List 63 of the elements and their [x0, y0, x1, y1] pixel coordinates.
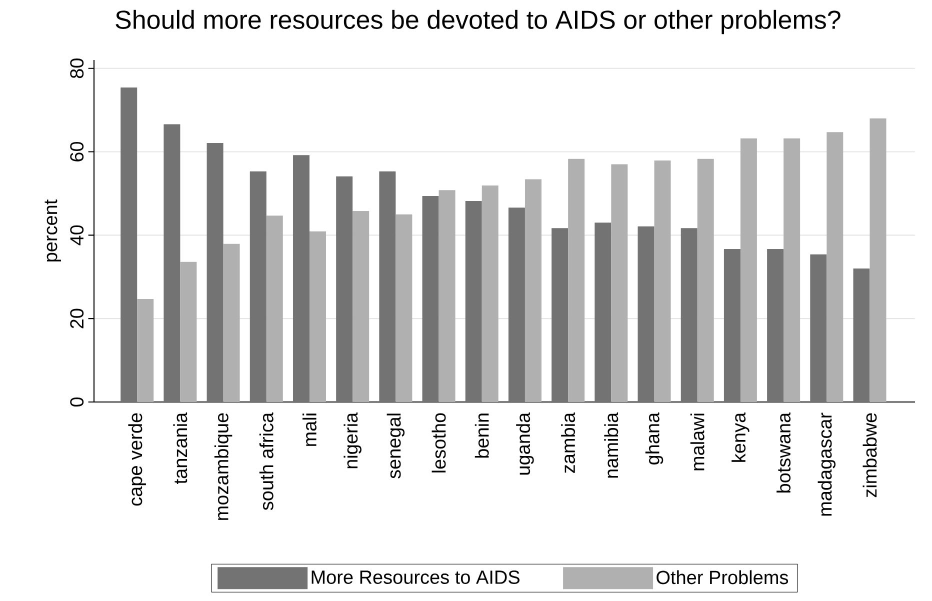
x-tick-label: zimbabwe — [862, 413, 877, 498]
bar — [465, 200, 482, 402]
legend-label: More Resources to AIDS — [312, 570, 520, 584]
x-tick-label: namibia — [604, 412, 618, 478]
bar — [206, 143, 224, 402]
x-tick-label: nigeria — [344, 412, 362, 468]
bar — [508, 208, 525, 402]
bar — [309, 231, 326, 402]
x-tick-label: senegal — [386, 414, 405, 478]
bar — [594, 222, 612, 402]
x-tick-label: cape verde — [128, 413, 146, 506]
x-tick-label: kenya — [732, 412, 750, 462]
bar — [396, 214, 412, 402]
x-tick-label: tanzania — [173, 412, 188, 484]
bar — [438, 190, 456, 402]
y-tick-label: 20 — [70, 308, 84, 328]
bar — [352, 210, 370, 402]
bar — [697, 158, 714, 402]
x-tick-label: zambia — [561, 412, 576, 473]
bar — [784, 138, 800, 402]
bar — [180, 262, 197, 402]
bar — [654, 160, 671, 402]
x-tick-label: benin — [474, 414, 489, 458]
x-tick-label: ghana — [645, 412, 664, 464]
bar — [164, 124, 180, 402]
bar — [336, 176, 353, 402]
bar — [552, 228, 568, 402]
x-tick-label: mozambique — [214, 413, 232, 520]
bar — [292, 155, 310, 402]
bar — [810, 254, 827, 402]
bar — [422, 196, 439, 402]
bar — [379, 171, 396, 402]
bar — [223, 244, 240, 402]
x-tick-label: malawi — [690, 414, 704, 470]
bar — [680, 228, 698, 402]
bar — [853, 268, 870, 402]
bar — [250, 171, 266, 402]
bar — [482, 186, 498, 402]
bar — [638, 226, 654, 402]
y-tick-label: 60 — [70, 142, 84, 162]
y-tick-label: 0 — [70, 397, 84, 407]
y-axis-title: percent — [44, 199, 62, 262]
y-tick-label: 80 — [70, 58, 84, 78]
bar — [524, 179, 542, 402]
bar — [266, 216, 283, 402]
bar — [870, 118, 886, 402]
bar — [137, 298, 154, 402]
x-tick-label: mali — [302, 414, 316, 446]
x-tick-label: south africa — [259, 412, 274, 510]
bar — [120, 88, 138, 402]
chart-title: Should more resources be devoted to AIDS or other problems? — [116, 10, 840, 34]
bar — [611, 164, 628, 402]
y-tick-label: 40 — [70, 225, 84, 246]
bar — [826, 132, 844, 402]
x-tick-label: uganda — [516, 412, 534, 475]
bar — [568, 158, 585, 402]
x-tick-label: madagascar — [818, 412, 836, 516]
bar — [724, 248, 740, 402]
bar — [740, 138, 757, 402]
x-tick-label: lesotho — [432, 413, 446, 472]
x-tick-label: botswana — [776, 412, 791, 493]
bar — [767, 248, 784, 402]
legend-label: Other Problems — [656, 570, 788, 584]
